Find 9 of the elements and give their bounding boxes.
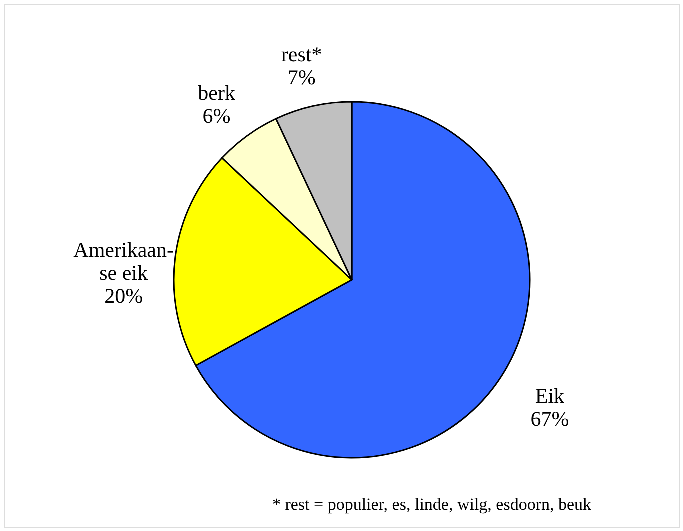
- slice-label: Eik: [535, 384, 566, 408]
- data-label: 67%: [530, 407, 570, 432]
- data-label: 6%: [202, 104, 231, 128]
- data-label: 7%: [288, 66, 316, 90]
- text: * rest = populier, es, linde, wilg, esdoorn, beuk: [272, 495, 592, 514]
- slice-label: berk: [198, 80, 236, 105]
- data-label: 20%: [104, 284, 144, 308]
- slice-label: Amerikaan- se eik: [74, 238, 174, 286]
- slice-label: rest*: [281, 42, 322, 67]
